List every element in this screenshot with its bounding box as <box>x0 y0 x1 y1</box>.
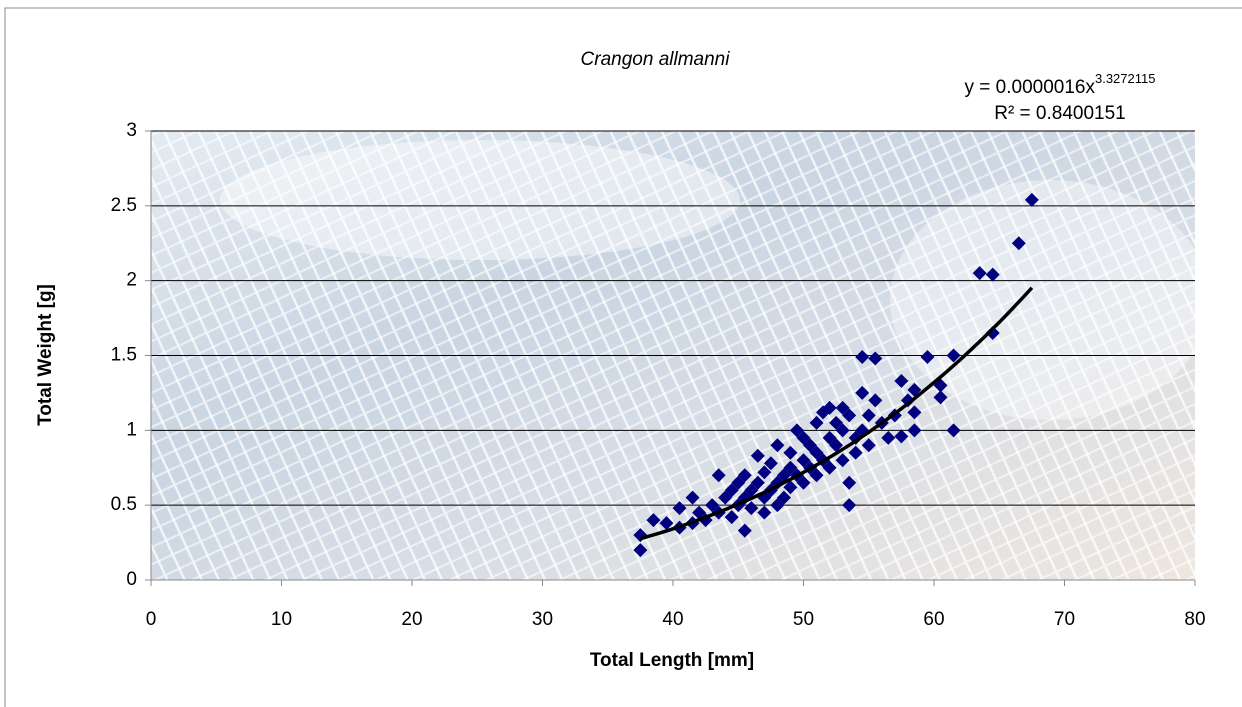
data-point <box>861 408 876 423</box>
data-point <box>900 393 915 408</box>
data-point <box>763 456 778 471</box>
x-tick-label: 10 <box>271 609 292 630</box>
x-tick-label: 80 <box>1184 609 1205 630</box>
data-point <box>907 382 922 397</box>
data-point <box>822 400 837 415</box>
data-point <box>757 465 772 480</box>
data-point <box>789 423 804 438</box>
data-point <box>985 326 1000 341</box>
data-point <box>1011 236 1026 251</box>
chart-title: Crangon allmanni <box>581 49 731 70</box>
data-point <box>861 438 876 453</box>
data-point <box>835 453 850 468</box>
x-tick-label: 70 <box>1054 609 1075 630</box>
x-tick-label: 30 <box>532 609 553 630</box>
data-point <box>946 423 961 438</box>
data-point <box>659 516 674 531</box>
data-point <box>848 445 863 460</box>
data-point <box>985 267 1000 282</box>
data-point <box>822 430 837 445</box>
y-tick-label: 0.5 <box>111 494 137 515</box>
data-point <box>724 483 739 498</box>
data-point <box>776 468 791 483</box>
data-point <box>646 513 661 528</box>
data-point <box>711 468 726 483</box>
data-point <box>796 475 811 490</box>
data-point <box>783 445 798 460</box>
x-tick-label: 60 <box>923 609 944 630</box>
data-point <box>705 498 720 513</box>
data-point <box>1024 192 1039 207</box>
equation-exponent: 3.3272115 <box>1095 71 1156 86</box>
data-point <box>672 501 687 516</box>
data-point <box>770 438 785 453</box>
equation-text: y = 0.0000016x <box>965 77 1096 98</box>
data-point <box>907 405 922 420</box>
data-point <box>829 415 844 430</box>
data-point <box>868 393 883 408</box>
data-point <box>750 448 765 463</box>
data-point <box>809 445 824 460</box>
r-squared: R² = 0.8400151 <box>994 103 1126 124</box>
data-point <box>920 349 935 364</box>
data-point <box>933 390 948 405</box>
data-point <box>724 510 739 525</box>
y-tick-label: 1.5 <box>111 345 137 366</box>
x-tick-label: 0 <box>146 609 157 630</box>
y-tick-label: 1 <box>126 419 137 440</box>
data-point <box>737 523 752 538</box>
y-tick-label: 0 <box>126 569 137 590</box>
data-point <box>803 438 818 453</box>
y-tick-label: 3 <box>126 120 137 141</box>
data-point <box>855 385 870 400</box>
data-point <box>718 490 733 505</box>
trendline <box>639 286 1034 541</box>
data-point <box>881 430 896 445</box>
data-point <box>829 438 844 453</box>
data-point <box>783 460 798 475</box>
data-point <box>835 423 850 438</box>
data-point <box>855 349 870 364</box>
data-point <box>685 490 700 505</box>
data-point <box>770 498 785 513</box>
plot-layer: 00.511.522.530 10 20 30 40 50 60 70 80 <box>111 120 1206 630</box>
data-point <box>842 498 857 513</box>
y-tick-label: 2.5 <box>111 195 137 216</box>
data-point <box>809 415 824 430</box>
data-point <box>737 468 752 483</box>
data-point <box>842 475 857 490</box>
data-point <box>842 408 857 423</box>
data-point <box>894 373 909 388</box>
data-point <box>692 505 707 520</box>
data-point <box>809 468 824 483</box>
data-point <box>822 460 837 475</box>
data-point <box>744 483 759 498</box>
data-point <box>744 501 759 516</box>
data-point <box>946 348 961 363</box>
data-point <box>796 430 811 445</box>
data-point <box>894 429 909 444</box>
data-point <box>835 400 850 415</box>
trendline-equation: y = 0.0000016x3.3272115 <box>965 71 1156 98</box>
data-point <box>972 266 987 281</box>
data-point <box>757 505 772 520</box>
y-tick-label: 2 <box>126 270 137 291</box>
x-tick-label: 50 <box>793 609 814 630</box>
data-point <box>633 543 648 558</box>
x-axis-title: Total Length [mm] <box>590 650 754 671</box>
x-tick-label: 20 <box>401 609 422 630</box>
data-point <box>907 423 922 438</box>
data-point <box>796 453 811 468</box>
data-point <box>776 490 791 505</box>
data-point <box>731 475 746 490</box>
x-tick-label: 40 <box>662 609 683 630</box>
data-point <box>868 351 883 366</box>
data-point <box>783 480 798 495</box>
data-point <box>750 475 765 490</box>
y-axis-title: Total Weight [g] <box>35 284 56 426</box>
